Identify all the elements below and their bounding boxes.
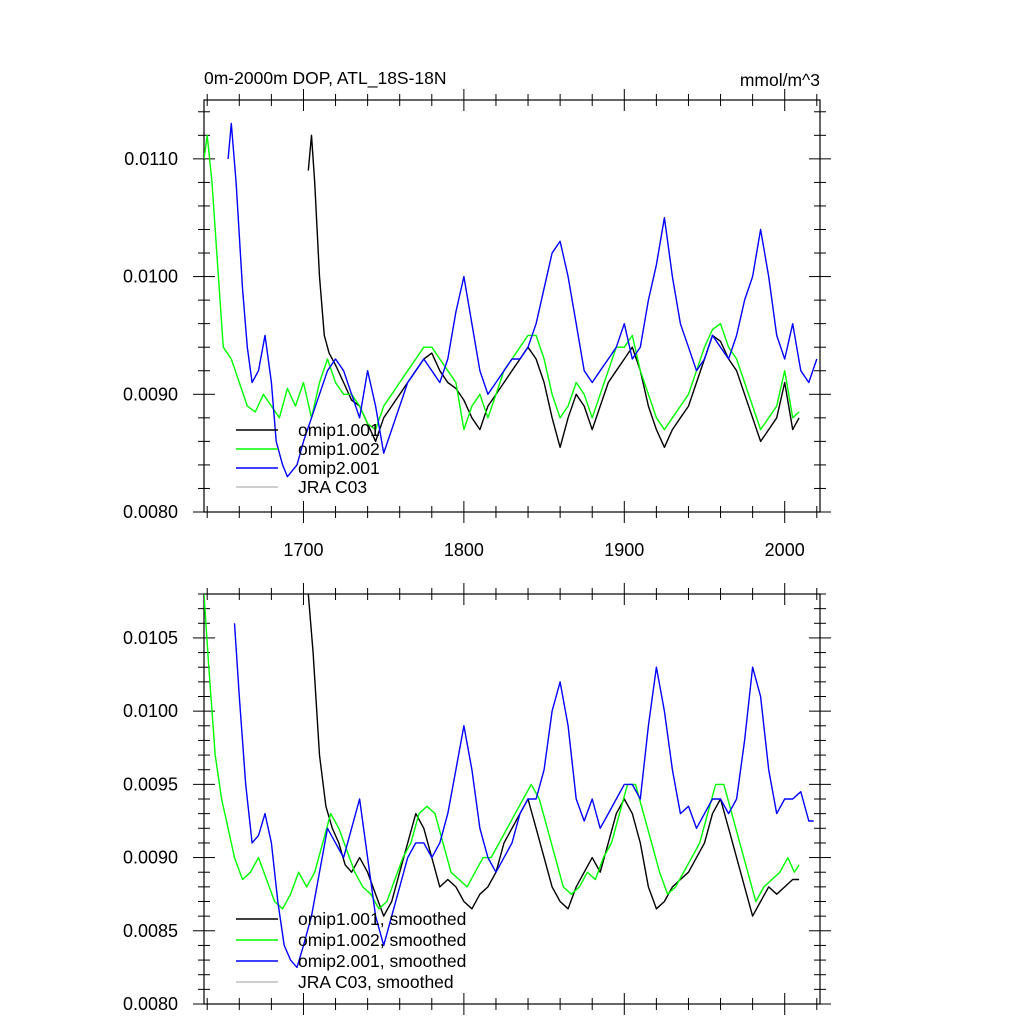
plot-frame [203, 99, 821, 513]
legend-label: JRA C03 [298, 477, 367, 497]
top-panel: 0m-2000m DOP, ATL_18S-18N mmol/m^3 1700 1… [123, 68, 831, 560]
legend-label: omip1.002 [298, 439, 380, 459]
x-tick-label: 2000 [765, 540, 805, 560]
legend-label: omip1.001, smoothed [298, 909, 466, 929]
series-line [204, 594, 800, 910]
y-tick-label: 0.0105 [123, 628, 178, 648]
y-tick-label: 0.0110 [124, 149, 178, 169]
y-tick-label: 0.0085 [123, 921, 178, 941]
series-line [307, 594, 800, 917]
series-line [204, 134, 800, 431]
units-label: mmol/m^3 [740, 70, 820, 90]
legend-label: omip2.001, smoothed [298, 951, 466, 971]
x-tick-label: 1700 [283, 540, 323, 560]
y-tick-label: 0.0100 [123, 701, 178, 721]
legend-label: JRA C03, smoothed [298, 972, 454, 992]
y-tick-label: 0.0090 [123, 848, 178, 868]
x-tick-label: 1800 [444, 540, 484, 560]
bottom-panel: 0.0080 0.0085 0.0090 0.0095 0.0100 0.0105 omip… [123, 583, 831, 1015]
y-tick-label: 0.0080 [123, 502, 178, 522]
x-tick-label: 1900 [604, 540, 644, 560]
legend-label: omip1.002, smoothed [298, 930, 466, 950]
y-tick-label: 0.0095 [123, 774, 178, 794]
y-tick-label: 0.0100 [123, 267, 178, 287]
y-tick-label: 0.0090 [123, 384, 178, 404]
legend-label: omip1.001 [298, 420, 380, 440]
top-plot-area: 1700 1800 1900 2000 0.0080 0.0090 0.0100 0.0110… [123, 89, 831, 560]
bottom-plot-area: 0.0080 0.0085 0.0090 0.0095 0.0100 0.0105 omip… [123, 583, 831, 1015]
series-line [227, 122, 818, 478]
series-line [233, 623, 814, 969]
y-tick-label: 0.0080 [123, 994, 178, 1014]
series-line [307, 134, 800, 448]
chart-title: 0m-2000m DOP, ATL_18S-18N [204, 68, 447, 89]
legend-label: omip2.001 [298, 458, 380, 478]
